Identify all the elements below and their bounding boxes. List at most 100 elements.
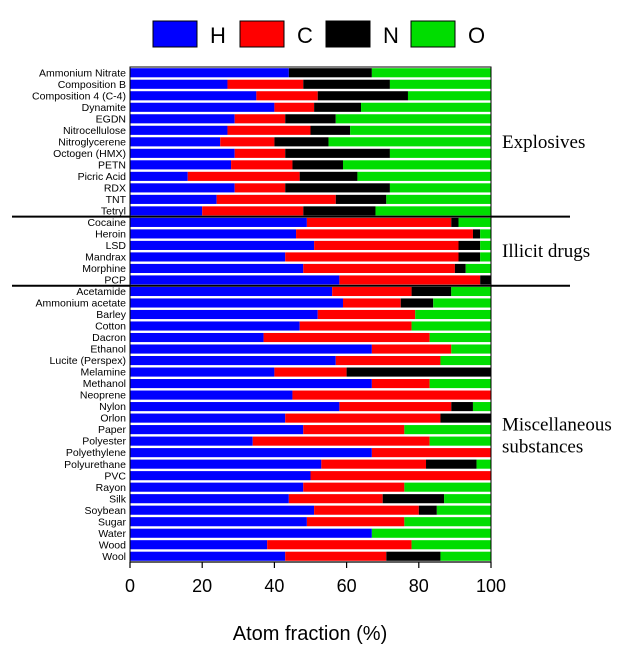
bar-segment-o [342, 160, 491, 170]
bar-segment-n [303, 79, 390, 89]
bar-segment-h [130, 252, 286, 262]
bar-segment-h [130, 494, 289, 504]
bar-segment-n [411, 286, 452, 297]
bar-segment-c [321, 459, 427, 469]
bar-segment-h [130, 286, 333, 297]
x-tick-label: 40 [264, 576, 284, 596]
bar-segment-c [256, 91, 318, 101]
bar-segment-o [389, 148, 491, 158]
bar-segment-h [130, 551, 286, 561]
bar-segment-o [415, 309, 491, 320]
bar-segment-n [458, 240, 481, 250]
bar-segment-c [306, 217, 452, 227]
bar-segment-c [285, 551, 387, 561]
bar-segment-h [130, 390, 293, 400]
category-label: Ammonium Nitrate [39, 67, 126, 79]
bar-segment-c [285, 252, 459, 262]
bar-segment-n [299, 171, 358, 181]
category-label: RDX [104, 182, 126, 194]
bar-segment-c [299, 321, 412, 331]
bar-segment-h [130, 505, 315, 515]
bar-segment-h [130, 355, 336, 366]
category-label: Sugar [98, 516, 127, 528]
bar-segment-c [303, 482, 405, 492]
category-label: Cocaine [87, 217, 126, 229]
bar-segment-n [310, 125, 351, 135]
bar-segment-o [451, 344, 491, 354]
bar-segment-c [285, 413, 441, 423]
bar-segment-h [130, 125, 228, 135]
bar-segment-c [234, 114, 286, 124]
bar-segment-n [317, 91, 408, 101]
category-label: Picric Acid [78, 171, 127, 183]
bar-segment-h [130, 240, 315, 250]
bar-segment-o [407, 91, 491, 101]
category-label: Ammonium acetate [36, 298, 127, 310]
bar-segment-n [346, 367, 491, 377]
category-label: PETN [98, 159, 126, 171]
category-label: Nylon [99, 401, 126, 413]
legend-label-h: H [210, 23, 226, 48]
bar-segment-o [429, 436, 491, 446]
legend-swatch-h [152, 20, 198, 48]
bar-segment-n [480, 275, 491, 285]
x-axis-title: Atom fraction (%) [233, 623, 387, 645]
bar-segment-h [130, 263, 304, 274]
bar-segment-o [436, 505, 491, 515]
category-label: Wool [102, 551, 126, 563]
bar-segment-o [476, 459, 491, 469]
legend-label-c: C [297, 23, 313, 48]
bar-segment-c [274, 102, 315, 112]
bar-segment-o [480, 240, 491, 250]
category-label: Lucite (Perspex) [50, 355, 126, 367]
category-label: Polyester [82, 436, 126, 448]
bar-segment-o [429, 379, 491, 389]
category-label: Dynamite [82, 102, 127, 114]
bar-segment-c [332, 286, 412, 297]
bar-segment-o [429, 332, 491, 343]
bar-segment-h [130, 206, 203, 216]
category-label: Acetamide [76, 286, 126, 298]
category-label: Cotton [95, 321, 126, 333]
category-label: PCP [104, 275, 126, 287]
category-label: LSD [106, 240, 127, 252]
legend-swatch-c [239, 20, 285, 48]
bar-segment-c [303, 425, 405, 435]
bar-segment-h [130, 79, 228, 89]
category-label: Composition 4 (C-4) [32, 90, 126, 102]
bar-segment-c [339, 275, 481, 285]
bar-segment-o [451, 286, 491, 297]
bar-segment-o [444, 494, 491, 504]
category-label: Barley [96, 309, 127, 321]
bar-segment-h [130, 436, 253, 446]
bar-segment-h [130, 344, 372, 354]
bar-segment-c [231, 160, 293, 170]
bar-segment-h [130, 517, 307, 527]
category-label: Rayon [96, 482, 127, 494]
legend-label-n: N [383, 23, 399, 48]
bar-segment-h [130, 229, 297, 239]
category-label: Melamine [80, 367, 126, 379]
bar-segment-n [382, 494, 445, 504]
bar-segment-c [292, 390, 491, 400]
bar-segment-n [386, 551, 441, 561]
bar-segment-c [263, 332, 430, 343]
x-tick-label: 60 [337, 576, 357, 596]
bar-segment-n [418, 505, 437, 515]
category-label: Wood [99, 539, 126, 551]
category-label: Water [98, 528, 126, 540]
category-label: Ethanol [90, 344, 126, 356]
bar-segment-n [426, 459, 477, 469]
category-label: Neoprene [80, 390, 126, 402]
legend-swatch-n [325, 20, 371, 48]
bar-segment-h [130, 275, 340, 285]
bar-segment-n [472, 229, 481, 239]
bar-segment-c [234, 148, 286, 158]
bar-segment-n [285, 183, 390, 193]
bar-segment-o [458, 217, 491, 227]
category-label: Orlon [100, 413, 126, 425]
bar-segment-o [404, 517, 491, 527]
bar-segment-h [130, 194, 217, 204]
bar-segment-c [314, 505, 419, 515]
